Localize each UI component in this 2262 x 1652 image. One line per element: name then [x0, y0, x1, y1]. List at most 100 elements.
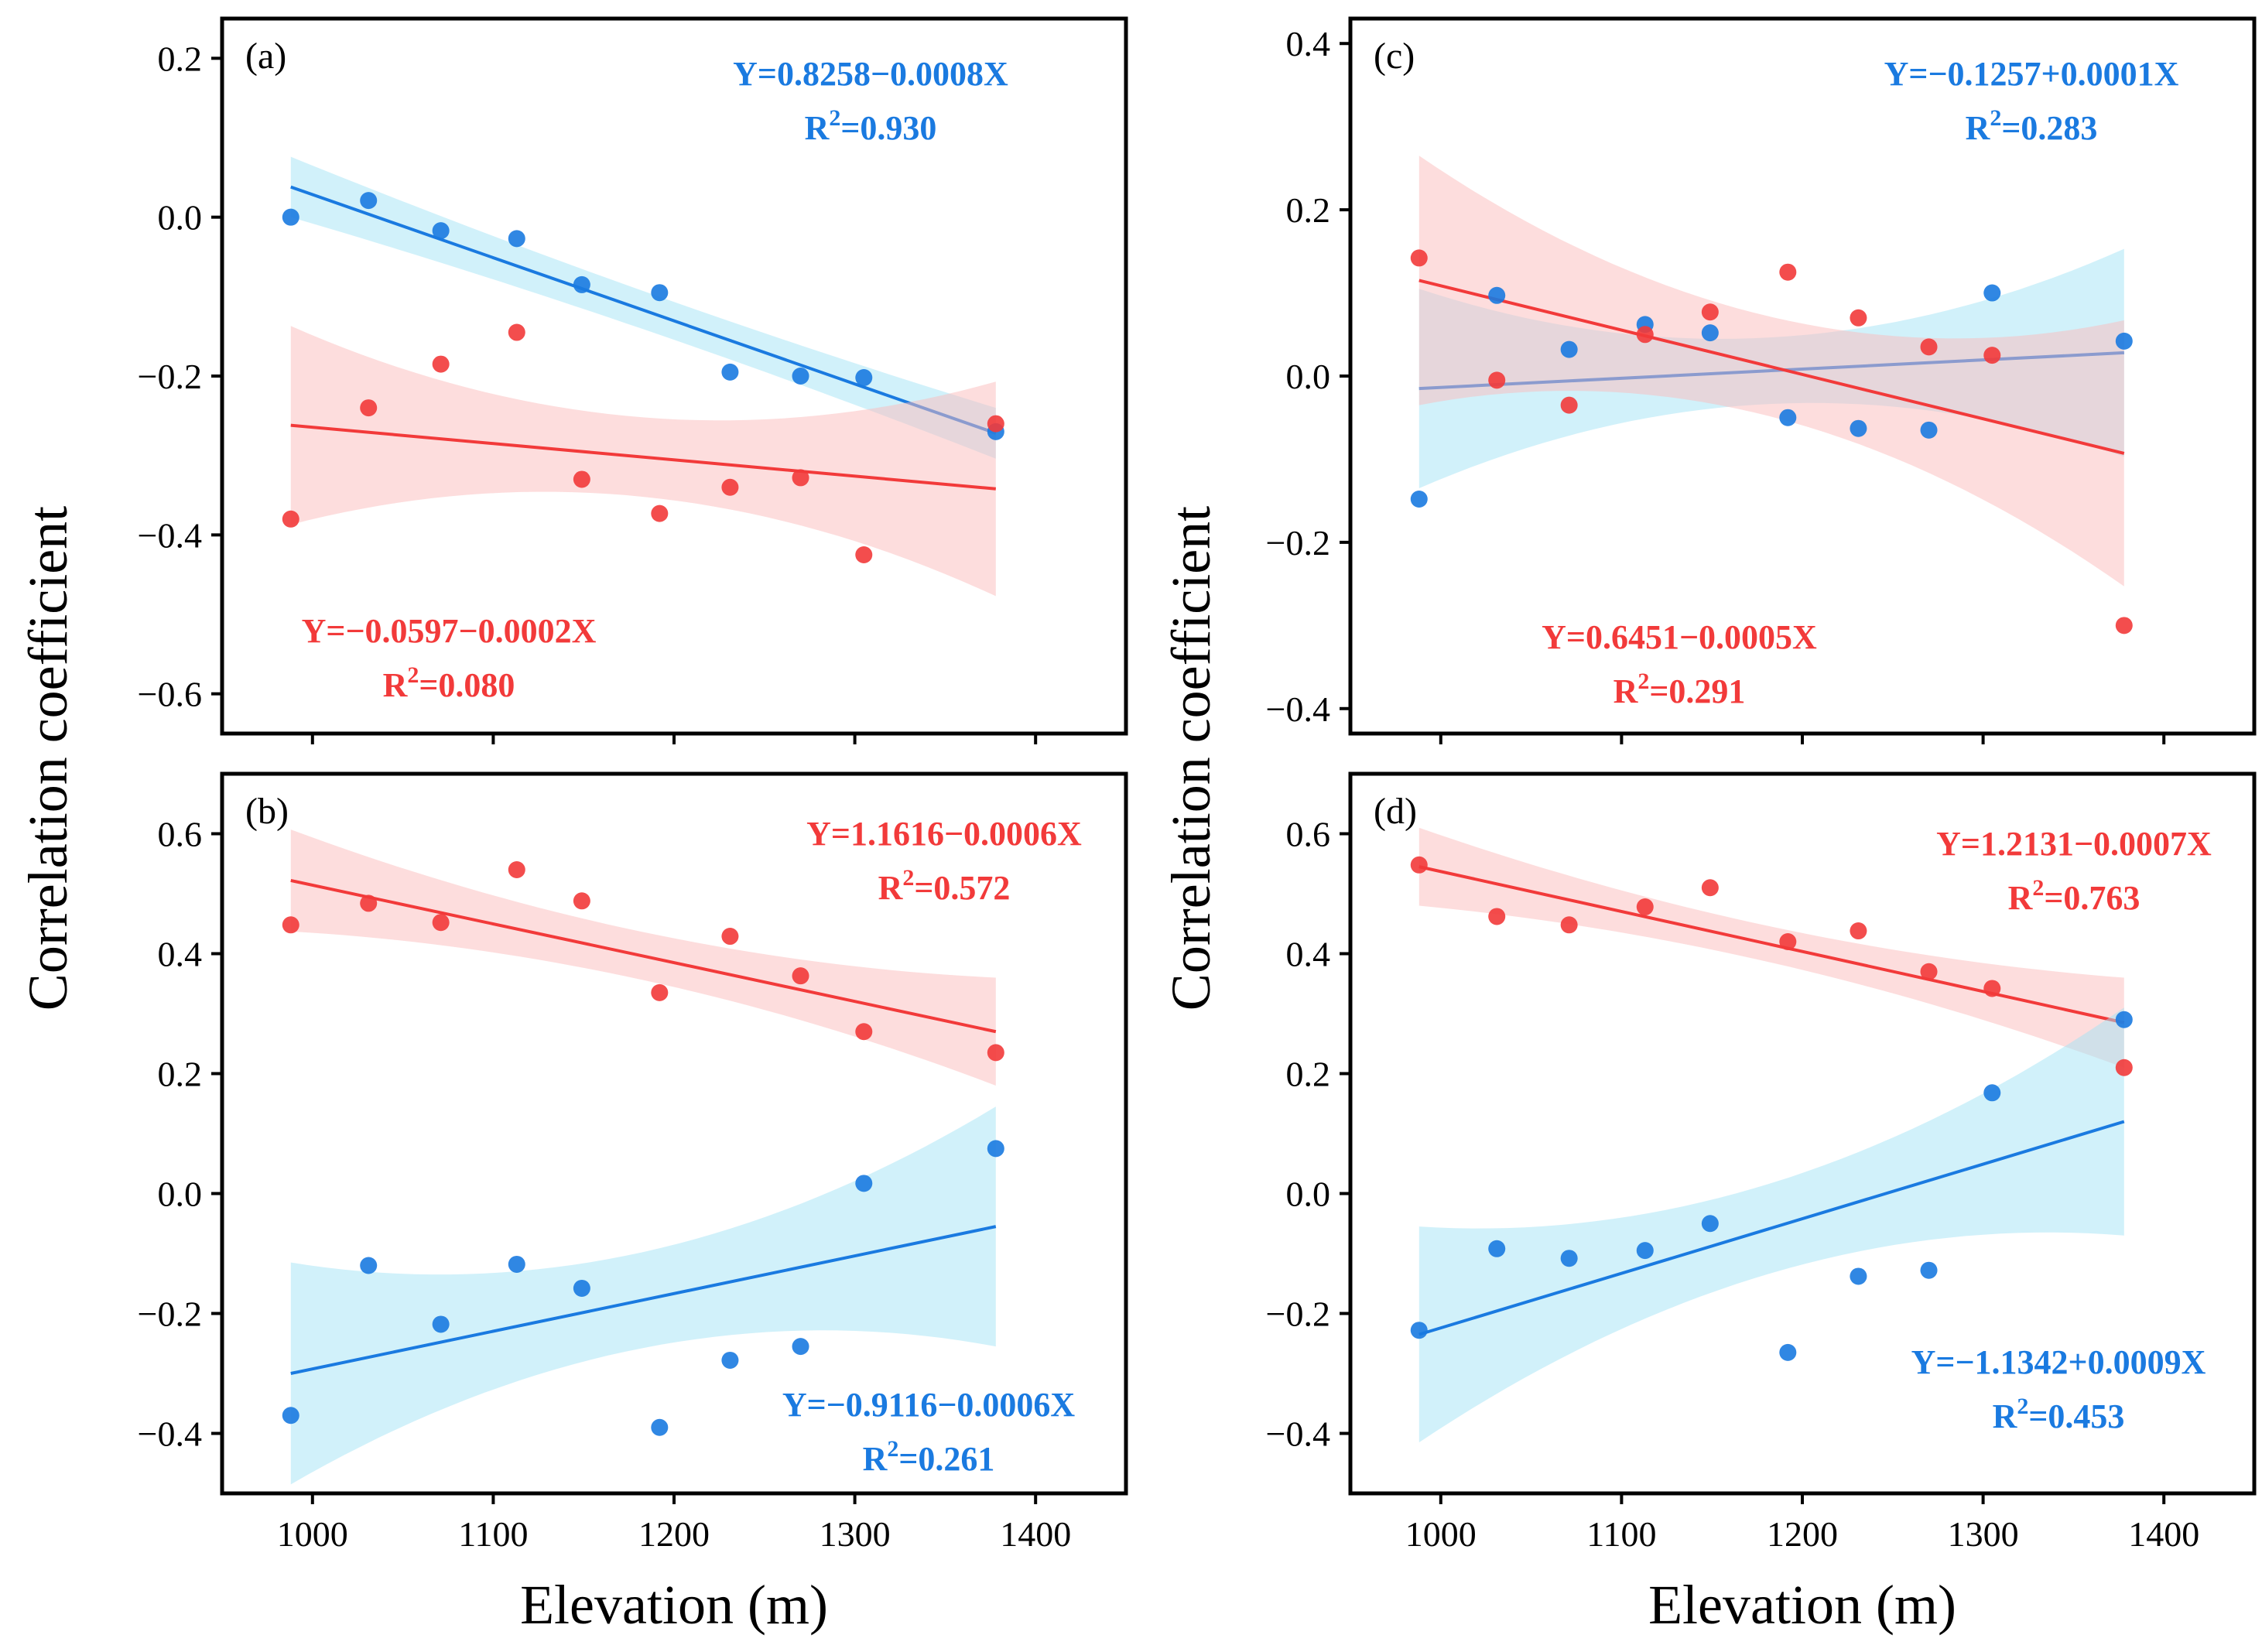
data-point-red-d [1560, 916, 1578, 934]
data-point-blue-d [1850, 1267, 1867, 1285]
x-tick-label-d: 1000 [1405, 1514, 1477, 1554]
fit-line-blue-a [290, 185, 997, 435]
data-point-red-c [2115, 617, 2133, 634]
data-point-red-c [1850, 309, 1867, 327]
fit-line-red-d [1418, 865, 2125, 1024]
data-point-blue-c [1850, 419, 1867, 437]
panel-d: −0.4 −0.2 0.0 0.2 0.4 0.6 1000 1100 1200 1300 1400… [1266, 771, 2257, 1554]
data-point-red-c [1779, 263, 1797, 281]
y-tick-label-c: 0.4 [1286, 24, 1331, 63]
fit-line-red-c [1418, 279, 2125, 455]
data-point-blue-a [573, 275, 590, 293]
equation-blue-d: Y=−1.1342+0.0009X [1911, 1343, 2206, 1381]
y-tick-label-a: −0.2 [138, 357, 202, 396]
data-point-red-a [573, 470, 590, 488]
data-point-red-d [1410, 856, 1428, 874]
data-point-blue-b [855, 1175, 873, 1192]
y-tick-label-d: 0.0 [1286, 1175, 1331, 1214]
ci-band-red-d [1418, 827, 2124, 1068]
data-point-blue-b [360, 1257, 378, 1274]
x-tick-label-b: 1000 [277, 1514, 348, 1554]
r-squared-red-c: R2=0.291 [1614, 669, 1746, 710]
x-tick-label-d: 1100 [1586, 1514, 1656, 1554]
y-tick-label-b: 0.4 [158, 935, 203, 974]
y-tick-label-c: −0.4 [1266, 689, 1330, 729]
equation-blue-a: Y=0.8258−0.0008X [733, 55, 1008, 93]
data-point-red-c [1701, 303, 1719, 321]
data-point-blue-b [721, 1351, 739, 1369]
data-point-blue-d [1488, 1240, 1506, 1257]
data-point-red-a [360, 399, 378, 417]
data-point-red-b [651, 983, 669, 1001]
data-point-blue-a [792, 368, 809, 385]
data-point-blue-b [651, 1418, 669, 1436]
y-tick-label-b: 0.0 [158, 1175, 203, 1214]
data-point-red-d [1983, 980, 2001, 997]
data-point-red-c [1636, 326, 1654, 344]
x-tick-label-d: 1200 [1767, 1514, 1838, 1554]
data-point-red-c [1920, 338, 1938, 356]
data-point-blue-a [721, 363, 739, 381]
fit-line-red-b [290, 878, 997, 1034]
y-axis-title-left: Correlation coefficient [17, 506, 79, 1011]
data-point-blue-b [987, 1140, 1004, 1158]
y-tick-label-c: 0.2 [1286, 190, 1331, 230]
data-point-blue-d [1779, 1343, 1797, 1361]
data-point-red-b [282, 916, 299, 934]
equation-blue-c: Y=−0.1257+0.0001X [1884, 55, 2179, 93]
r-squared-blue-b: R2=0.261 [863, 1436, 995, 1478]
data-point-blue-c [1920, 421, 1938, 439]
data-point-red-d [1701, 879, 1719, 897]
ci-band-red-c [1418, 156, 2124, 587]
equation-blue-b: Y=−0.9116−0.0006X [782, 1386, 1076, 1424]
data-point-blue-a [282, 208, 299, 226]
r-squared-blue-a: R2=0.930 [805, 105, 937, 147]
panel-c: −0.4 −0.2 0.0 0.2 0.4 (c) Y=−0.1257+0.0001X R2=… [1266, 16, 2257, 744]
data-point-red-a [282, 510, 299, 528]
y-tick-label-c: 0.0 [1286, 357, 1331, 396]
data-point-red-c [1983, 347, 2001, 364]
data-point-blue-b [432, 1315, 450, 1333]
data-point-red-a [432, 355, 450, 373]
data-point-red-d [1636, 898, 1654, 916]
x-tick-label-d: 1300 [1948, 1514, 2019, 1554]
x-tick-label-b: 1100 [458, 1514, 528, 1554]
data-point-blue-d [1410, 1322, 1428, 1339]
r-squared-red-b: R2=0.572 [878, 865, 1011, 907]
data-point-red-d [1920, 963, 1938, 980]
data-point-red-d [1488, 908, 1506, 925]
x-axis-title-right: Elevation (m) [1648, 1574, 1956, 1636]
equation-red-a: Y=−0.0597−0.0002X [302, 612, 597, 650]
y-tick-label-a: 0.0 [158, 198, 203, 238]
data-point-blue-a [360, 192, 378, 210]
x-tick-label-b: 1300 [820, 1514, 891, 1554]
data-point-red-b [792, 967, 809, 985]
data-point-red-b [855, 1023, 873, 1041]
y-tick-label-d: 0.6 [1286, 815, 1331, 854]
y-tick-label-a: 0.2 [158, 39, 203, 78]
y-tick-label-b: 0.2 [158, 1055, 203, 1094]
data-point-red-a [792, 469, 809, 487]
data-point-red-b [987, 1044, 1004, 1062]
panel-a: −0.6 −0.4 −0.2 0.0 0.2 (a) Y=0.8258−0.0008X R2=… [138, 16, 1128, 744]
y-tick-label-d: −0.2 [1266, 1295, 1330, 1334]
data-point-blue-b [792, 1338, 809, 1356]
y-tick-label-a: −0.4 [138, 515, 202, 555]
data-point-blue-c [1410, 491, 1428, 508]
x-axis-title-left: Elevation (m) [520, 1574, 828, 1636]
data-point-blue-c [1701, 324, 1719, 342]
data-point-blue-d [1701, 1215, 1719, 1233]
ci-band-blue-a [290, 156, 996, 459]
data-point-red-b [508, 861, 525, 878]
x-tick-label-b: 1400 [1000, 1514, 1071, 1554]
r-squared-red-a: R2=0.080 [383, 662, 515, 704]
data-point-blue-d [2115, 1011, 2133, 1028]
y-axis-title-right: Correlation coefficient [1160, 506, 1222, 1011]
data-point-red-a [721, 478, 739, 496]
ci-band-red-a [290, 326, 996, 597]
equation-red-b: Y=1.1616−0.0006X [806, 815, 1082, 853]
panel-label-b: (b) [245, 791, 289, 832]
data-point-blue-b [508, 1255, 525, 1273]
ci-band-blue-d [1418, 1007, 2124, 1443]
data-point-blue-a [432, 222, 450, 240]
